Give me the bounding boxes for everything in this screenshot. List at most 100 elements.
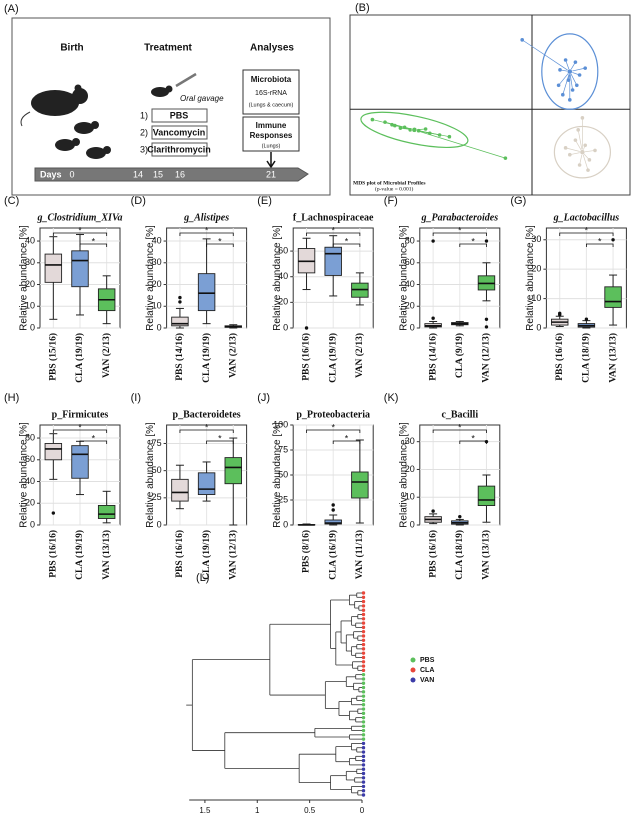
outlier [178, 300, 182, 304]
point [402, 125, 407, 130]
treatment-box [151, 125, 208, 140]
category-label: VAN (2/13) [354, 333, 365, 378]
panel-label: (A) [4, 3, 19, 15]
treatment-name: PBS [170, 110, 189, 120]
panel-label: (L) [196, 572, 209, 584]
point [580, 116, 585, 120]
significance-label: * [92, 236, 96, 246]
y-tick-label: 20 [25, 498, 35, 508]
outlier [458, 514, 462, 519]
outlier [611, 238, 615, 242]
point [573, 60, 578, 64]
box-text: Microbiota [251, 75, 292, 84]
leaf-dot [361, 642, 366, 647]
chart-title: MDS plot of Microbial Profiles [353, 180, 426, 186]
y-tick-label: 75 [152, 438, 162, 448]
point [566, 78, 571, 82]
significance-label: * [78, 422, 82, 432]
microbiota-box [242, 69, 300, 115]
significance-label: * [471, 236, 475, 246]
y-tick-label: 60 [405, 257, 415, 267]
leaf-dot [361, 750, 366, 754]
point [568, 152, 572, 157]
y-tick-label: 0 [283, 322, 288, 332]
spoke [562, 71, 571, 95]
leaf-dot [361, 711, 366, 716]
point [383, 120, 387, 124]
point [416, 128, 421, 133]
leaf-dot [361, 763, 366, 767]
significance-bracket [432, 232, 487, 236]
chart-title: c_Bacilli [441, 409, 478, 420]
point [575, 83, 579, 88]
leaf-dot [361, 758, 366, 763]
point [561, 92, 565, 97]
treatment-box [151, 108, 208, 123]
point [583, 66, 587, 70]
leaf-dot [361, 776, 366, 780]
y-axis-label: Relative abundance [%] [19, 225, 30, 331]
centroid [567, 68, 573, 75]
category-label: CLA (19/19) [201, 333, 212, 383]
box [351, 471, 369, 499]
y-axis-label: Relative abundance [%] [272, 225, 283, 331]
immune-box [242, 116, 300, 152]
outlier [51, 511, 56, 515]
y-tick-label: 0 [536, 322, 541, 332]
significance-label: * [471, 433, 475, 443]
y-tick-label: 20 [531, 264, 541, 274]
legend-dot [410, 657, 416, 663]
y-tick-label: 40 [152, 235, 162, 245]
significance-bracket [432, 429, 487, 433]
box [171, 316, 189, 327]
significance-bracket [559, 232, 614, 236]
outlier [178, 295, 182, 300]
leaf-dot [361, 754, 366, 759]
category-label: CLA (19/19) [74, 333, 85, 383]
timeline [34, 167, 309, 182]
box [71, 250, 89, 288]
y-axis-label: Relative abundance [%] [19, 422, 30, 528]
leaf-dot [361, 638, 366, 642]
leaf-dot [361, 703, 366, 707]
y-tick-label: 40 [278, 271, 288, 281]
point [587, 158, 592, 162]
significance-bracket [459, 440, 487, 444]
significance-label: * [598, 236, 602, 246]
y-axis-label: Relative abundance [%] [525, 225, 536, 331]
point [423, 127, 428, 131]
x-tick-label: 0 [360, 806, 365, 815]
point [563, 146, 568, 150]
significance-bracket [179, 232, 234, 236]
category-label: VAN (12/13) [481, 333, 492, 383]
category-label: CLA (19/19) [201, 530, 212, 580]
significance-bracket [306, 232, 361, 236]
category-label: CLA (18/19) [581, 333, 592, 383]
point [408, 128, 413, 132]
x-tick-label: 0.5 [304, 806, 316, 815]
significance-bracket [52, 232, 108, 236]
significance-bracket [179, 429, 234, 433]
ellipse [360, 111, 469, 149]
significance-bracket [332, 440, 361, 444]
panel-label: (G) [510, 195, 526, 207]
leaf-dot [361, 724, 366, 728]
category-label: PBS (16/16) [174, 530, 185, 578]
y-tick-label: 40 [405, 279, 415, 289]
y-axis-label: Relative abundance [%] [398, 422, 409, 528]
arrow [266, 152, 276, 169]
significance-label: * [331, 225, 335, 235]
significance-label: * [458, 422, 462, 432]
significance-label: * [218, 433, 222, 443]
leaf-dot [361, 608, 366, 612]
x-tick-label: 1 [255, 806, 260, 815]
category-label: VAN (13/13) [607, 333, 618, 383]
category-label: PBS (14/16) [427, 333, 438, 381]
box [324, 519, 342, 525]
significance-bracket [459, 243, 487, 247]
category-label: VAN (12/13) [227, 530, 238, 580]
y-tick-label: 30 [405, 436, 415, 446]
outlier [484, 325, 489, 329]
day-label: 14 [133, 169, 143, 179]
y-tick-label: 0 [410, 519, 415, 529]
